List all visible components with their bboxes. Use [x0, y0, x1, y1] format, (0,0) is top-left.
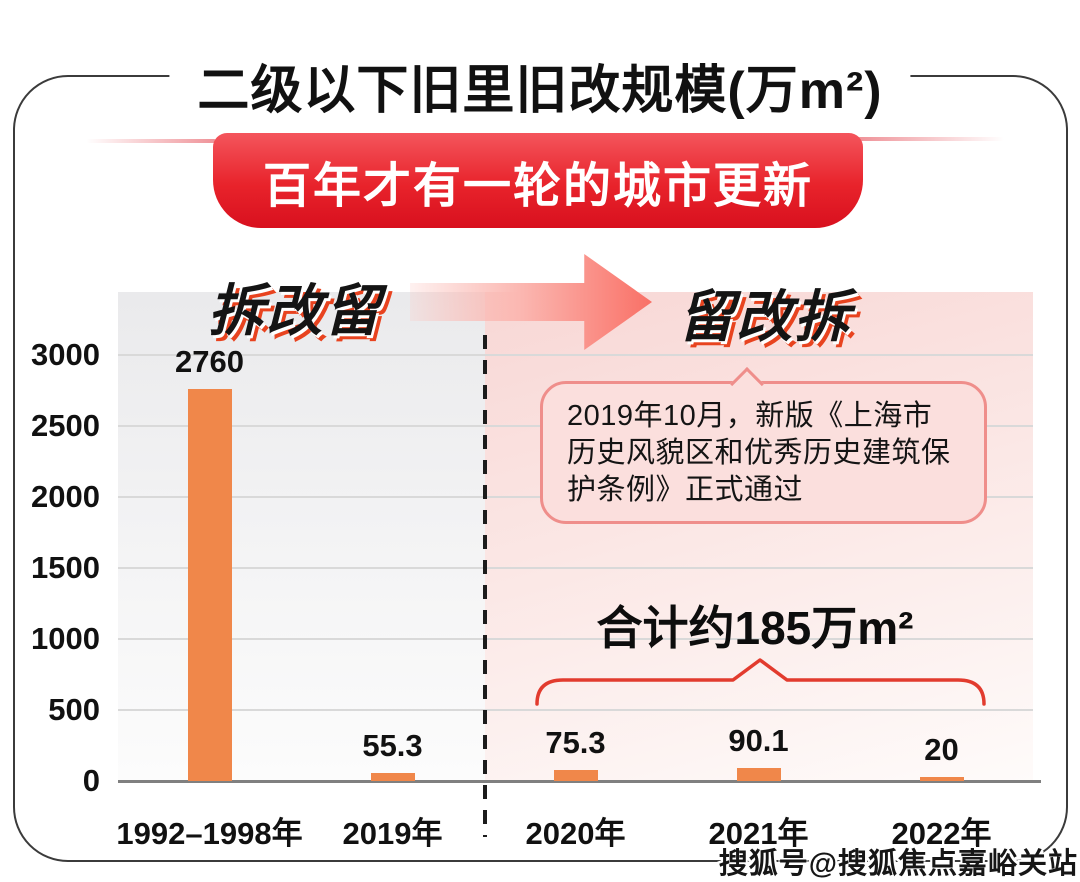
- gridline: [118, 566, 1033, 569]
- gridline: [118, 709, 1033, 711]
- plot-bg-left: [118, 292, 485, 782]
- bar: [736, 768, 781, 781]
- gridline: [118, 353, 1033, 356]
- bar: [187, 389, 232, 781]
- x-axis-line: [118, 780, 1041, 783]
- watermark: 搜狐号@搜狐焦点嘉峪关站: [718, 848, 1078, 880]
- y-axis: 0 500 1000 1500 2000 2500 3000: [0, 292, 100, 798]
- bar-value-label: 75.3: [545, 725, 606, 761]
- x-tick-label: 2022年: [891, 816, 992, 851]
- x-tick-label: 1992–1998年: [116, 816, 303, 851]
- page-title: 二级以下旧里旧改规模(万m²): [169, 48, 911, 123]
- x-tick-label: 2021年: [708, 816, 809, 851]
- bar-value-label: 2760: [175, 344, 244, 379]
- era-label-right: 留改拆: [678, 285, 852, 348]
- y-tick-label: 3000: [31, 336, 100, 372]
- era-label-left: 拆改留: [208, 279, 382, 342]
- banner-ribbon: 百年才有一轮的城市更新: [213, 133, 863, 228]
- x-axis: 1992–1998年 2019年 2020年 2021年 2022年: [116, 782, 1033, 851]
- y-tick-label: 2000: [31, 478, 100, 514]
- bar: [919, 777, 964, 781]
- bar-value-label: 55.3: [362, 728, 423, 764]
- plot-bg-right: [485, 292, 1033, 782]
- ribbon-swoosh-right: [858, 137, 1004, 141]
- y-tick-label: 2500: [31, 407, 100, 443]
- y-tick-label: 1500: [31, 549, 100, 585]
- y-tick-label: 1000: [31, 620, 100, 656]
- divider-dashed-line: [483, 335, 487, 837]
- y-tick-label: 0: [82, 763, 100, 798]
- callout-text: 2019年10月，新版《上海市历史风貌区和优秀历史建筑保护条例》正式通过: [567, 400, 951, 506]
- callout-box: 2019年10月，新版《上海市历史风貌区和优秀历史建筑保护条例》正式通过: [540, 367, 987, 524]
- x-tick-label: 2020年: [525, 816, 626, 851]
- bar-value-label: 90.1: [728, 723, 789, 759]
- brace-icon: [535, 658, 986, 706]
- plot-area: 2760 55.3 75.3 90.1 20: [118, 292, 1041, 783]
- bar: [553, 770, 598, 781]
- bar-value-label: 20: [924, 732, 959, 767]
- x-tick-label: 2019年: [342, 816, 443, 851]
- bar: [370, 773, 415, 781]
- y-tick-label: 500: [48, 692, 100, 727]
- banner-label: 百年才有一轮的城市更新: [262, 159, 813, 213]
- ribbon-swoosh-left: [86, 139, 216, 143]
- gridline: [118, 637, 1033, 640]
- total-label: 合计约185万m²: [596, 602, 914, 654]
